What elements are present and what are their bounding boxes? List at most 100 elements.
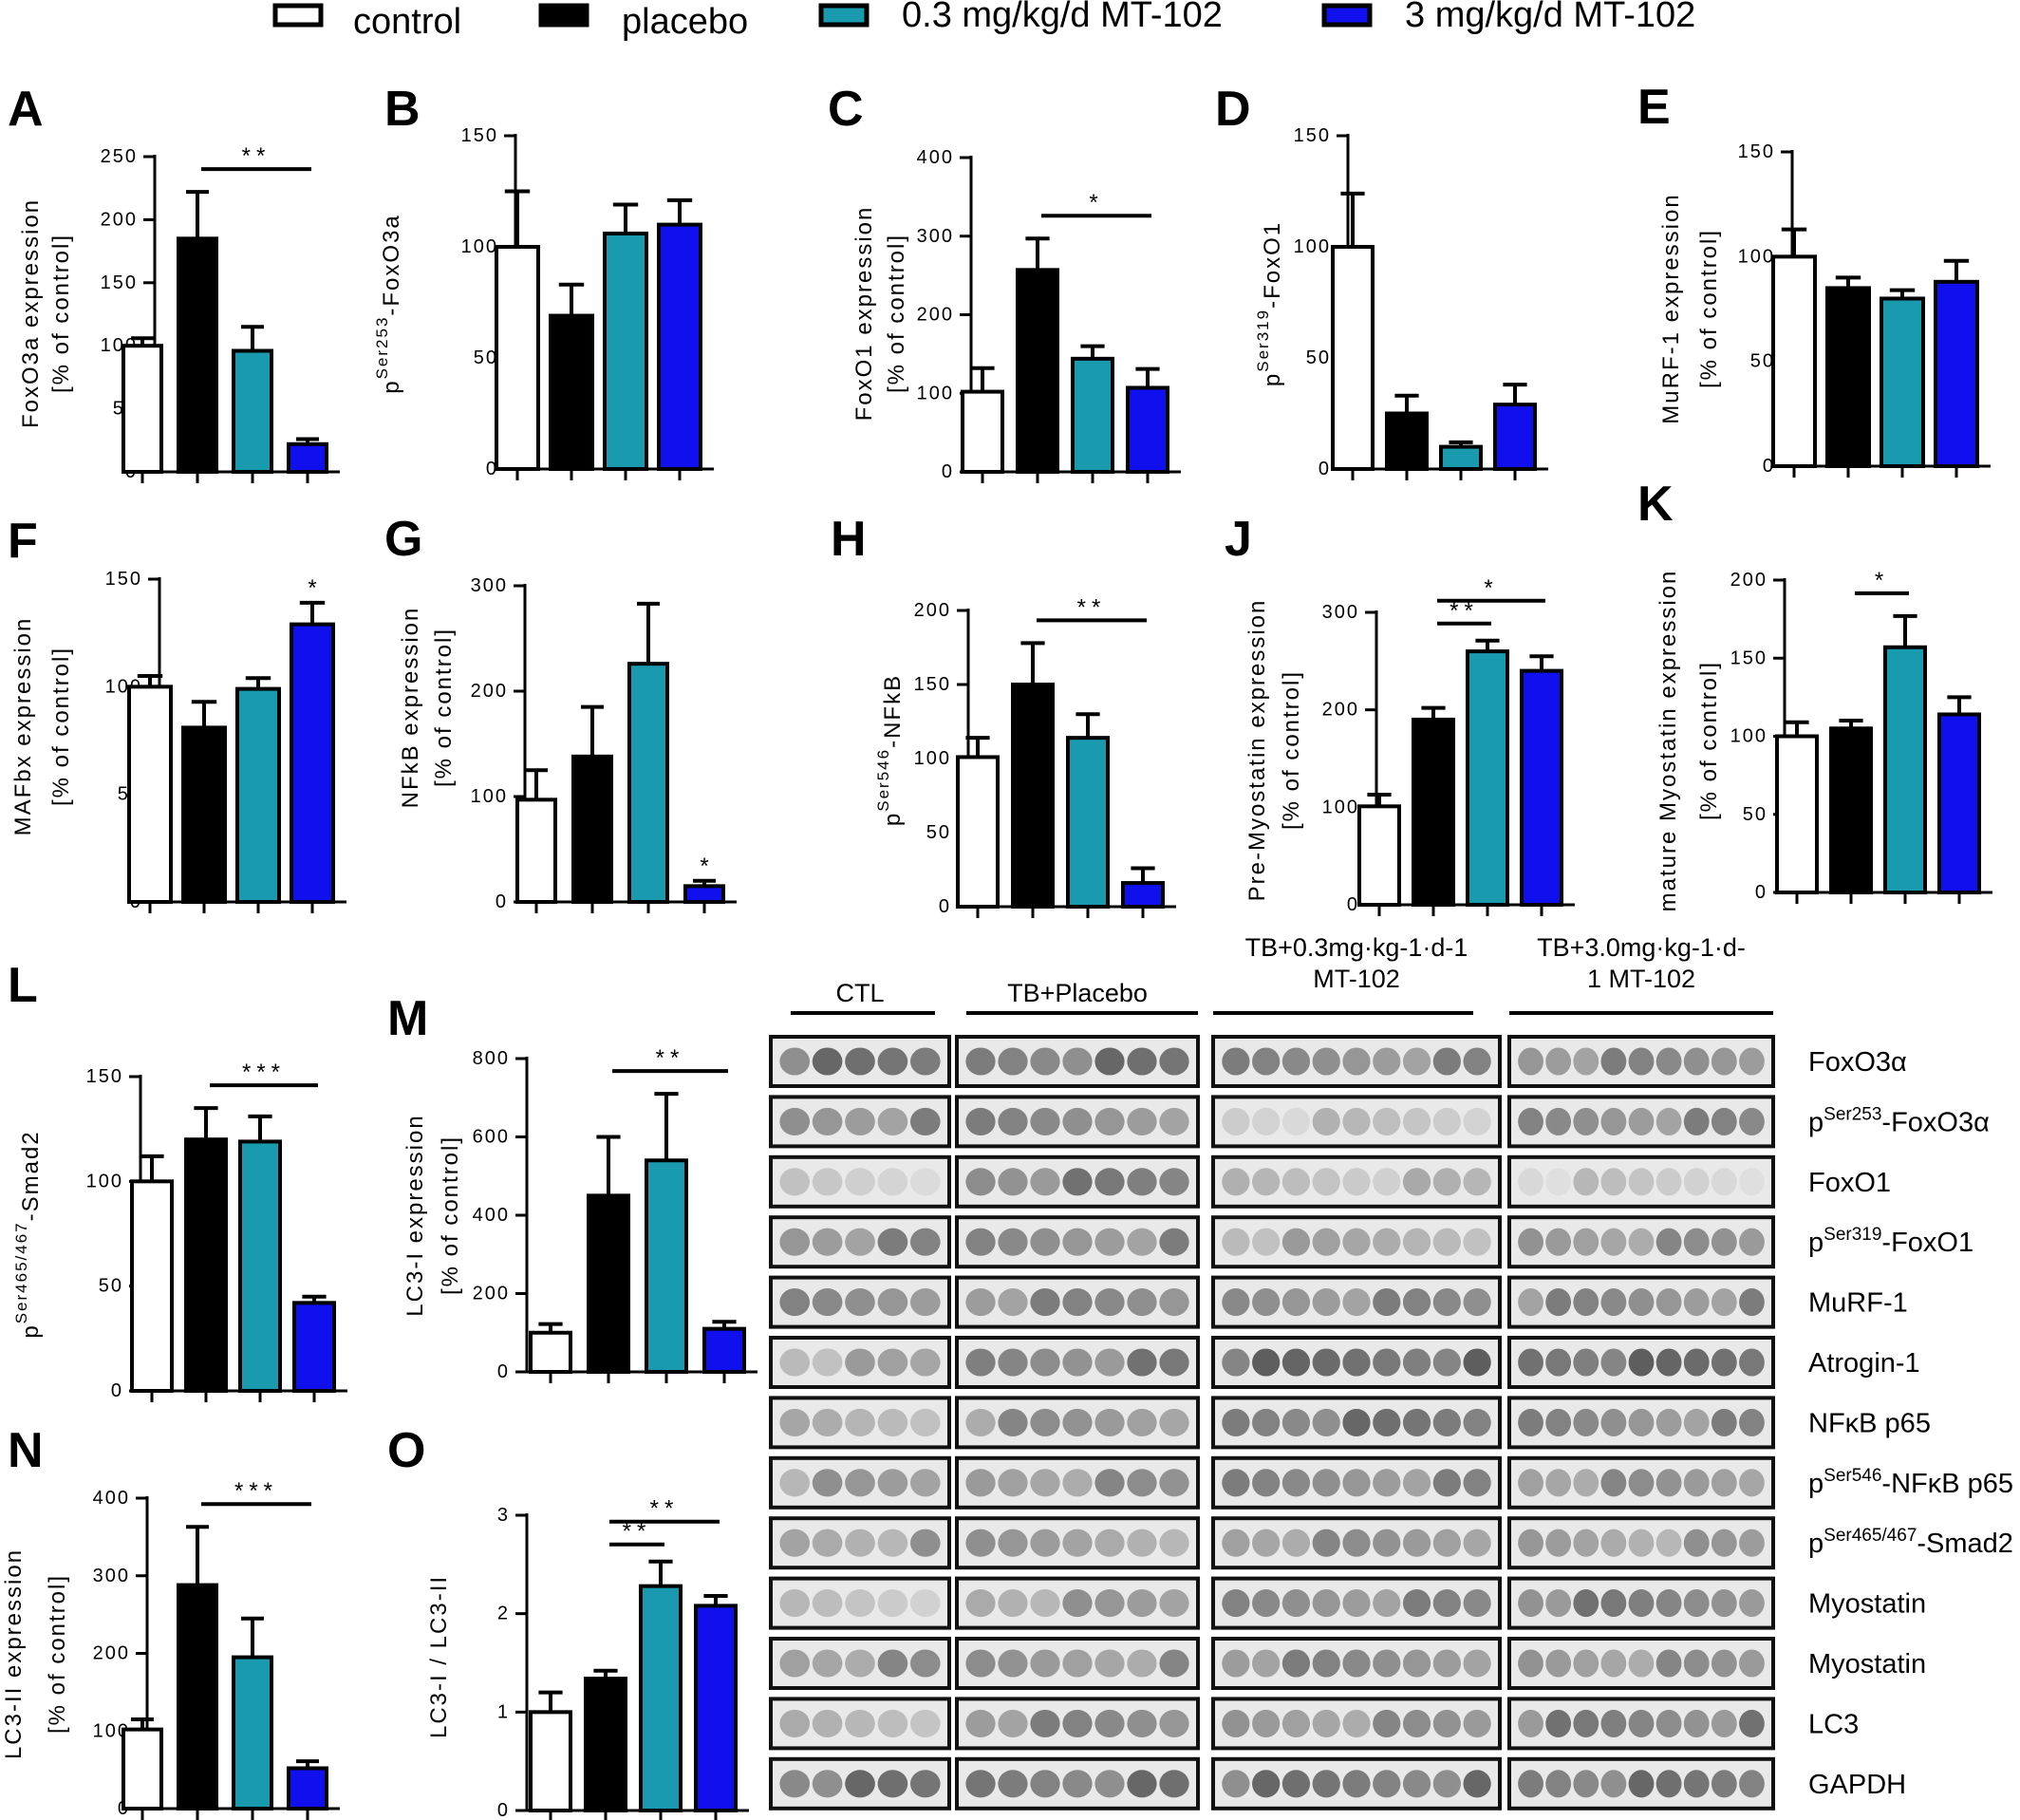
blot-band xyxy=(1655,1348,1682,1377)
blot-band xyxy=(1127,1649,1157,1678)
bar xyxy=(495,245,540,471)
y-tick-label: 50 xyxy=(1306,347,1331,368)
blot-band xyxy=(1739,1047,1765,1076)
y-tick-label: 50 xyxy=(99,1276,123,1297)
blot-band xyxy=(1628,1408,1655,1436)
blot-band xyxy=(1127,1348,1157,1377)
y-axis-label-suffix: -Smad2 xyxy=(18,1130,44,1221)
blot-band xyxy=(1159,1047,1189,1076)
blot-band xyxy=(1127,1589,1157,1618)
blot-band xyxy=(1222,1107,1250,1135)
blot-band xyxy=(1127,1168,1157,1196)
blot-row-label-prefix: p xyxy=(1808,1529,1824,1559)
blot-band xyxy=(1222,1709,1250,1737)
blot-band xyxy=(965,1408,996,1436)
blot-band xyxy=(1463,1469,1491,1497)
blot-band xyxy=(909,1649,941,1678)
significance-label: *** xyxy=(234,1478,278,1504)
y-axis-label: pSer465/467-Smad2 xyxy=(12,1130,44,1338)
legend-swatch-control xyxy=(272,3,324,28)
blot-band xyxy=(779,1348,811,1377)
blot-band xyxy=(1600,1348,1627,1377)
blot-band xyxy=(1094,1408,1125,1436)
panel-A: A050100150200250**FoxO3a expression[% of… xyxy=(8,82,340,483)
blot-band xyxy=(965,1469,996,1497)
blot-band xyxy=(1402,1047,1431,1076)
blot-band xyxy=(1030,1107,1060,1135)
blot-frame xyxy=(1211,1275,1502,1329)
panel-letter: M xyxy=(387,991,428,1046)
panel-letter: C xyxy=(828,82,864,137)
blot-band xyxy=(1628,1770,1655,1798)
y-tick-label: 600 xyxy=(473,1127,510,1148)
blot-band xyxy=(965,1288,996,1317)
blot-band xyxy=(779,1529,811,1557)
blot-band xyxy=(1312,1228,1340,1256)
bar xyxy=(587,1193,630,1374)
blot-band xyxy=(1281,1047,1311,1076)
blot-band xyxy=(909,1469,941,1497)
blot-row: MuRF-1 xyxy=(769,1275,1908,1329)
blot-band xyxy=(1281,1649,1311,1678)
blot-band xyxy=(998,1469,1028,1497)
blot-band xyxy=(1342,1168,1371,1196)
blot-row: FoxO1 xyxy=(769,1154,1891,1209)
blot-band xyxy=(1739,1168,1765,1196)
legend-swatch-high-dose xyxy=(1321,3,1373,28)
y-tick-label: 200 xyxy=(914,600,951,621)
blot-band xyxy=(1432,1288,1461,1317)
blot-band xyxy=(1342,1107,1371,1135)
y-axis-label: pSer253-FoxO3a xyxy=(373,214,404,394)
panel-M: M 0 200 400 600 800 ** LC3-I expression [% of co… xyxy=(387,991,758,1383)
y-axis-label: mature Myostatin expression xyxy=(1655,570,1681,912)
blot-frame xyxy=(769,1396,951,1450)
blot-band xyxy=(1600,1469,1627,1497)
blot-band xyxy=(965,1589,996,1618)
blot-band xyxy=(909,1047,941,1076)
blot-band xyxy=(1628,1288,1655,1317)
bar xyxy=(238,1139,282,1393)
blot-band xyxy=(909,1348,941,1377)
bar xyxy=(549,313,594,472)
blot-band xyxy=(1739,1408,1765,1436)
blot-band xyxy=(1312,1288,1340,1317)
blot-band xyxy=(845,1770,875,1798)
blot-band xyxy=(1252,1228,1281,1256)
blot-row-label: pSer253-FoxO3α xyxy=(1808,1104,1990,1137)
blot-band xyxy=(1711,1649,1737,1678)
blot-band xyxy=(1463,1709,1491,1737)
blot-frame xyxy=(955,1516,1200,1570)
blot-row: pSer253-FoxO3α xyxy=(769,1095,1990,1149)
significance-label: * xyxy=(700,854,708,879)
bar xyxy=(1771,254,1817,469)
y-axis-label: NFkB expression xyxy=(398,607,423,809)
blot-band xyxy=(1655,1228,1682,1256)
blot-band xyxy=(998,1168,1028,1196)
blot-band xyxy=(1683,1047,1710,1076)
blot-row-label-suffix: -Smad2 xyxy=(1917,1529,2013,1559)
panel-H: H 0 50 100 150 200 ** pSer546-NFkB xyxy=(831,512,1176,918)
blot-row: LC3 xyxy=(769,1697,1859,1751)
blot-band xyxy=(1463,1288,1491,1317)
blot-band xyxy=(779,1709,811,1737)
y-axis-label-units: [% of control] xyxy=(48,647,74,806)
panel-L: L 0 50 100 150 *** pSer465/467-Smad2 xyxy=(8,958,347,1402)
blot-band xyxy=(1252,1107,1281,1135)
y-axis-label-prefix: p xyxy=(1260,372,1285,386)
y-tick-label: 200 xyxy=(1322,700,1359,721)
blot-row-label: pSer465/467-Smad2 xyxy=(1808,1526,2013,1559)
blot-band xyxy=(877,1589,908,1618)
blot-band xyxy=(1628,1348,1655,1377)
y-axis-label-units: [% of control] xyxy=(1696,661,1722,820)
blot-band xyxy=(845,1348,875,1377)
blot-band xyxy=(1159,1228,1189,1256)
y-tick-label: 100 xyxy=(1730,726,1768,747)
blot-band xyxy=(1573,1709,1599,1737)
y-tick-label: 300 xyxy=(471,575,508,596)
blot-row-label-suffix: -FoxO3α xyxy=(1881,1107,1989,1137)
blot-band xyxy=(1711,1709,1737,1737)
blot-band xyxy=(1252,1469,1281,1497)
y-axis-label-suffix: -FoxO3a xyxy=(379,214,404,315)
significance-label: ** xyxy=(242,143,271,169)
panel-letter: A xyxy=(8,82,44,137)
